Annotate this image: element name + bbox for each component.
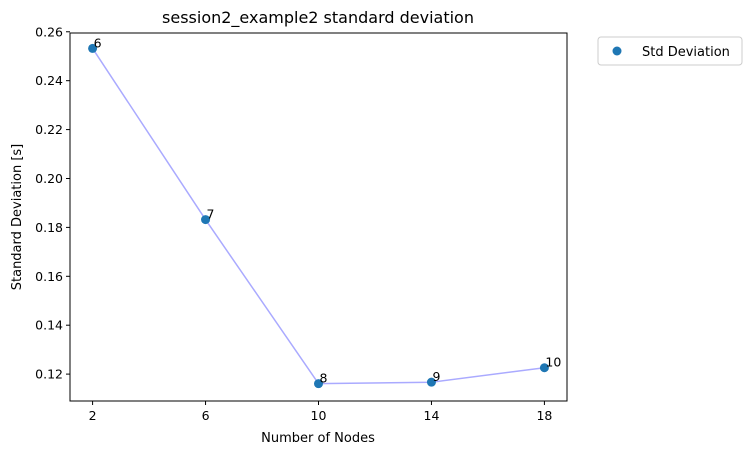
y-tick-label: 0.12: [35, 367, 63, 382]
plot-area-frame: [69, 32, 568, 402]
data-point: [539, 363, 549, 373]
data-point: [88, 43, 98, 53]
x-tick-label: 6: [202, 408, 210, 423]
y-tick-label: 0.16: [35, 269, 63, 284]
x-axis: 2 6 10 14 18: [89, 401, 552, 423]
point-labels-group: 6 7 8 9 10: [94, 35, 562, 385]
chart-title: session2_example2 standard deviation: [162, 8, 474, 28]
y-tick-label: 0.24: [35, 73, 63, 88]
y-tick-label: 0.22: [35, 122, 63, 137]
data-point-label: 8: [320, 371, 328, 386]
x-tick-label: 10: [311, 408, 327, 423]
y-tick-label: 0.14: [35, 318, 63, 333]
series-line-group: [91, 47, 545, 385]
y-tick-label: 0.26: [35, 24, 63, 39]
data-point-label: 9: [432, 369, 440, 384]
series-line: [91, 47, 545, 385]
data-point-label: 6: [94, 35, 102, 50]
x-axis-label: Number of Nodes: [261, 431, 375, 446]
data-point: [426, 377, 436, 387]
y-axis: 0.12 0.14 0.16 0.18 0.20 0.22 0.24 0.26: [35, 24, 70, 382]
data-point: [314, 379, 323, 389]
y-tick-label: 0.20: [35, 171, 63, 186]
x-tick-label: 2: [89, 408, 97, 423]
y-axis-label: Standard Deviation [s]: [10, 144, 25, 291]
legend-marker: [612, 46, 622, 56]
x-tick-label: 14: [424, 408, 440, 423]
data-point-label: 10: [545, 355, 561, 370]
y-tick-label: 0.18: [35, 220, 63, 235]
data-point-label: 7: [207, 207, 215, 222]
data-point: [201, 215, 211, 225]
x-tick-label: 18: [536, 408, 552, 423]
legend-entry-std-deviation: Std Deviation: [642, 45, 730, 60]
series-points-group: [88, 43, 549, 389]
legend-box: [597, 36, 743, 66]
legend: Std Deviation: [597, 36, 743, 66]
